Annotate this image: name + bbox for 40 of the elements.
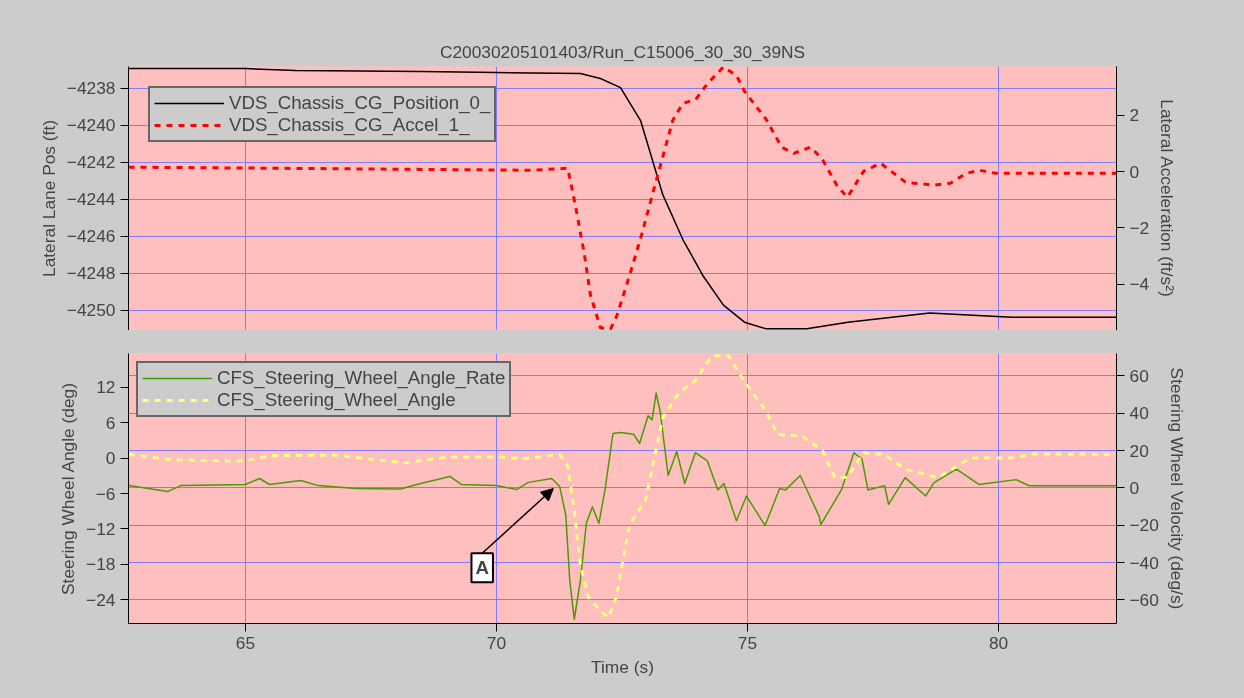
y-tick-label: −4246 — [66, 226, 116, 247]
x-tick-label: 75 — [737, 632, 758, 653]
legend-label: CFS_Steering_Wheel_Angle_Rate — [217, 367, 506, 389]
y2-tick-label: −2 — [1129, 217, 1150, 238]
annotation: A — [475, 557, 489, 579]
y-tick-label: −12 — [86, 518, 116, 539]
y2-tick-label: 40 — [1129, 403, 1149, 424]
y-tick-label: 0 — [105, 448, 116, 469]
legend-label: VDS_Chassis_CG_Position_0_ — [229, 92, 491, 114]
x-tick-label: 70 — [486, 632, 507, 653]
y2-tick-label: 0 — [1129, 477, 1140, 498]
y-axis-title: Lateral Lane Pos (ft) — [38, 119, 59, 277]
y-tick-label: −4250 — [66, 300, 116, 321]
y-tick-label: 6 — [105, 412, 116, 433]
x-tick-label: 80 — [988, 632, 1009, 653]
y-tick-label: −4248 — [66, 263, 116, 284]
legend-label: VDS_Chassis_CG_Accel_1_ — [229, 114, 470, 136]
legend-label: CFS_Steering_Wheel_Angle — [217, 389, 456, 411]
y-tick-label: −24 — [86, 589, 116, 610]
y2-tick-label: −60 — [1129, 589, 1159, 610]
y-axis-title: Steering Wheel Angle (deg) — [58, 383, 79, 595]
chart-title: C20030205101403/Run_C15006_30_30_39NS — [439, 41, 806, 62]
y2-tick-label: −4 — [1129, 274, 1150, 295]
y2-tick-label: −40 — [1129, 552, 1159, 573]
y-tick-label: −4238 — [66, 78, 116, 99]
y2-tick-label: 20 — [1129, 440, 1149, 461]
y2-tick-label: 2 — [1129, 105, 1140, 126]
y2-axis-title: Lateral Acceleration (ft/s²) — [1157, 99, 1178, 297]
y-tick-label: −6 — [95, 483, 116, 504]
x-axis-title: Time (s) — [591, 656, 654, 677]
y2-tick-label: 0 — [1129, 161, 1140, 182]
y-tick-label: −4240 — [66, 115, 116, 136]
y2-axis-title: Steering Wheel Velocity (deg/s) — [1166, 367, 1187, 610]
y2-tick-label: 60 — [1129, 365, 1149, 386]
y-tick-label: −4242 — [66, 152, 116, 173]
y2-tick-label: −20 — [1129, 515, 1159, 536]
y-tick-label: 12 — [96, 377, 116, 398]
y-tick-label: −18 — [86, 554, 116, 575]
y-tick-label: −4244 — [66, 189, 116, 210]
x-tick-label: 65 — [235, 632, 256, 653]
